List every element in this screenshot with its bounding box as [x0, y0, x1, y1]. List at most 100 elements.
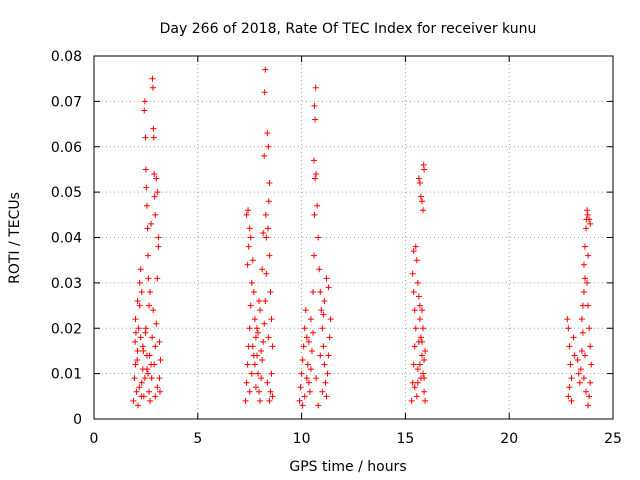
y-axis-label: ROTI / TECUs	[7, 192, 23, 284]
data-point	[143, 184, 150, 191]
data-point	[564, 316, 571, 323]
data-point	[154, 189, 161, 196]
data-point	[150, 125, 157, 132]
data-point	[243, 211, 250, 218]
data-point	[137, 266, 144, 273]
data-point	[311, 252, 318, 259]
data-point	[565, 393, 572, 400]
axis-ticks	[93, 55, 614, 420]
data-point	[419, 352, 426, 359]
data-point	[262, 298, 269, 305]
data-point	[320, 343, 327, 350]
data-point	[311, 102, 318, 109]
data-point	[409, 270, 416, 277]
data-point	[244, 361, 251, 368]
data-point	[248, 279, 255, 286]
data-point	[411, 384, 418, 391]
data-point	[261, 152, 268, 159]
data-point	[268, 316, 275, 323]
data-point	[308, 347, 315, 354]
data-point	[421, 375, 428, 382]
data-point	[142, 329, 149, 336]
data-point	[141, 375, 148, 382]
data-point	[414, 366, 421, 373]
data-point	[261, 89, 268, 96]
data-point	[139, 343, 146, 350]
data-point	[269, 343, 276, 350]
data-point	[149, 334, 156, 341]
data-point	[259, 357, 266, 364]
data-point	[310, 329, 317, 336]
data-point	[579, 302, 586, 309]
data-point	[303, 334, 310, 341]
x-tick-label: 25	[604, 431, 622, 447]
data-point	[413, 257, 420, 264]
data-point	[152, 393, 159, 400]
chart-title: Day 266 of 2018, Rate Of TEC Index for r…	[160, 21, 537, 37]
data-point	[415, 293, 422, 300]
data-point	[587, 343, 594, 350]
data-point	[141, 98, 148, 105]
data-point	[147, 288, 154, 295]
data-point	[269, 393, 276, 400]
data-point	[579, 329, 586, 336]
data-point	[322, 379, 329, 386]
data-point	[151, 170, 158, 177]
data-point	[321, 361, 328, 368]
data-point	[148, 375, 155, 382]
data-point	[151, 361, 158, 368]
data-point	[132, 316, 139, 323]
data-point	[144, 225, 151, 232]
data-point	[246, 225, 253, 232]
data-point	[588, 361, 595, 368]
data-point	[258, 375, 265, 382]
data-point	[580, 261, 587, 268]
data-point	[416, 361, 423, 368]
data-point	[299, 402, 306, 409]
data-point	[264, 379, 271, 386]
data-point	[261, 320, 268, 327]
data-point	[142, 166, 149, 173]
data-point	[259, 266, 266, 273]
data-point	[267, 388, 274, 395]
plot-frame	[93, 55, 614, 420]
y-tick-label: 0.05	[51, 185, 82, 201]
data-point	[316, 266, 323, 273]
data-point	[255, 329, 262, 336]
data-point	[304, 361, 311, 368]
data-point	[420, 325, 427, 332]
data-point	[324, 370, 331, 377]
data-point	[263, 234, 270, 241]
data-point	[260, 338, 267, 345]
data-point	[296, 397, 303, 404]
data-point	[264, 130, 271, 137]
y-tick-label: 0	[73, 412, 82, 428]
data-point	[154, 275, 161, 282]
data-point	[420, 370, 427, 377]
data-point	[567, 361, 574, 368]
data-point	[325, 352, 332, 359]
data-point	[412, 243, 419, 250]
data-point	[154, 384, 161, 391]
data-point	[132, 329, 139, 336]
data-point	[157, 388, 164, 395]
data-point	[299, 357, 306, 364]
data-point	[422, 347, 429, 354]
data-point	[568, 397, 575, 404]
data-point	[422, 397, 429, 404]
data-point	[301, 393, 308, 400]
data-point	[326, 334, 333, 341]
data-point	[155, 234, 162, 241]
data-point	[576, 379, 583, 386]
data-point	[584, 207, 591, 214]
data-point	[307, 366, 314, 373]
data-point	[302, 307, 309, 314]
data-point	[318, 307, 325, 314]
data-point	[410, 248, 417, 255]
data-point	[313, 170, 320, 177]
data-point	[300, 343, 307, 350]
data-point	[150, 307, 157, 314]
data-point	[411, 343, 418, 350]
data-point	[415, 175, 422, 182]
